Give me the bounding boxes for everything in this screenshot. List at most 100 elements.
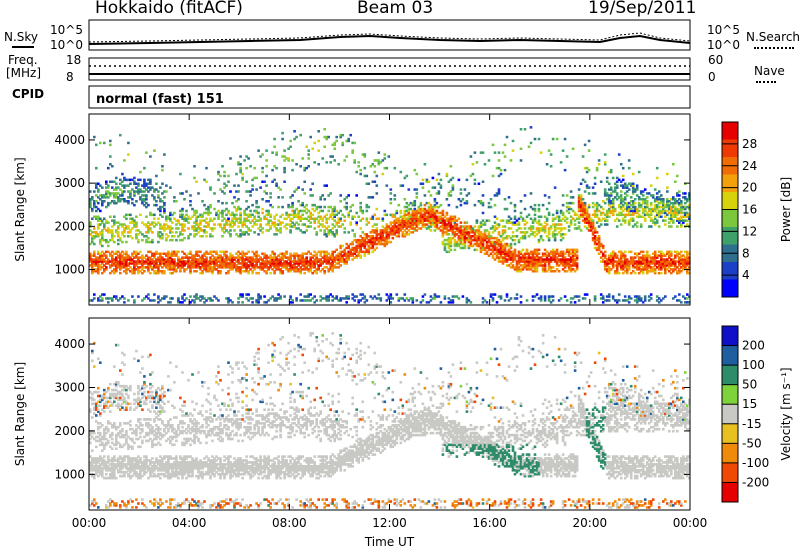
power-cell bbox=[315, 231, 318, 234]
power-cell bbox=[505, 252, 509, 255]
power-cell bbox=[455, 229, 459, 232]
power-cell bbox=[135, 268, 138, 271]
power-cell bbox=[217, 266, 220, 269]
power-cell bbox=[389, 223, 393, 226]
power-cell bbox=[503, 168, 507, 172]
power-cell bbox=[133, 190, 136, 193]
power-cell bbox=[427, 225, 431, 228]
power-cell bbox=[227, 299, 230, 302]
power-cell bbox=[145, 215, 148, 218]
power-cell bbox=[205, 211, 208, 215]
power-cell bbox=[317, 149, 320, 152]
power-cell bbox=[115, 262, 118, 265]
power-cell bbox=[125, 217, 128, 220]
power-cell bbox=[291, 268, 294, 271]
power-cell bbox=[637, 170, 641, 174]
power-cell bbox=[335, 262, 338, 265]
power-cell bbox=[303, 264, 306, 267]
power-cell bbox=[249, 215, 252, 218]
power-cell bbox=[305, 299, 308, 302]
power-cell bbox=[307, 268, 310, 271]
power-cell bbox=[173, 217, 176, 220]
power-cell bbox=[97, 182, 100, 185]
power-cell bbox=[433, 295, 437, 298]
power-cell bbox=[227, 231, 230, 234]
power-cell bbox=[149, 211, 152, 215]
power-cell bbox=[447, 194, 451, 197]
power-cell bbox=[315, 217, 318, 220]
power-cell bbox=[379, 297, 383, 300]
power-cell bbox=[223, 252, 226, 255]
power-cell bbox=[205, 235, 208, 238]
power-cell bbox=[445, 174, 449, 178]
power-cell bbox=[165, 262, 168, 265]
power-cell bbox=[279, 229, 282, 232]
power-cell bbox=[343, 205, 346, 209]
power-cell bbox=[660, 194, 663, 197]
power-cell bbox=[407, 207, 411, 211]
power-cell bbox=[379, 233, 383, 236]
power-cell bbox=[479, 201, 483, 205]
power-cell bbox=[429, 229, 433, 232]
power-cell bbox=[97, 219, 100, 222]
power-cell bbox=[125, 252, 128, 255]
power-cell bbox=[295, 215, 298, 218]
power-cell bbox=[503, 254, 507, 257]
power-cell bbox=[509, 217, 513, 220]
power-cell bbox=[421, 221, 425, 224]
power-cell bbox=[563, 168, 567, 172]
power-cell bbox=[503, 299, 507, 302]
power-cell bbox=[311, 147, 314, 150]
power-cell bbox=[207, 207, 210, 211]
power-cell bbox=[333, 219, 336, 222]
power-cell bbox=[503, 231, 507, 234]
power-cell bbox=[193, 227, 196, 230]
power-cell bbox=[347, 250, 350, 254]
power-cell bbox=[225, 256, 228, 259]
power-cell bbox=[237, 250, 240, 254]
power-cell bbox=[323, 128, 326, 131]
power-cell bbox=[433, 211, 437, 215]
power-cell bbox=[119, 271, 122, 275]
power-cell bbox=[237, 270, 240, 273]
power-cell bbox=[429, 211, 433, 215]
power-cell bbox=[605, 223, 609, 226]
power-cell bbox=[213, 258, 216, 261]
power-cell bbox=[247, 266, 250, 269]
power-cell bbox=[660, 215, 663, 218]
power-cell bbox=[473, 233, 477, 236]
power-cell bbox=[493, 221, 497, 224]
power-cell bbox=[269, 254, 272, 257]
power-cell bbox=[395, 229, 399, 232]
power-cell bbox=[99, 254, 102, 257]
power-cell bbox=[193, 258, 196, 261]
power-cell bbox=[281, 131, 284, 135]
power-cell bbox=[479, 236, 483, 240]
power-cell bbox=[177, 258, 180, 261]
power-cell bbox=[331, 266, 334, 269]
power-cell bbox=[447, 240, 451, 244]
power-cell bbox=[293, 258, 296, 261]
power-cell bbox=[365, 236, 369, 240]
power-cell bbox=[279, 252, 282, 255]
power-cell bbox=[223, 250, 226, 254]
power-cell bbox=[231, 258, 234, 261]
power-cell bbox=[455, 240, 459, 244]
power-cell bbox=[503, 236, 507, 240]
power-cell bbox=[623, 254, 627, 257]
power-cell bbox=[463, 227, 467, 230]
power-cell bbox=[101, 262, 104, 265]
power-cell bbox=[299, 165, 302, 168]
power-cell bbox=[505, 135, 509, 139]
power-cell bbox=[617, 299, 621, 302]
power-cell bbox=[285, 157, 288, 160]
power-cell bbox=[215, 262, 218, 265]
power-cell bbox=[421, 182, 425, 185]
power-cell bbox=[381, 236, 385, 240]
power-cell bbox=[291, 266, 294, 269]
power-cell bbox=[177, 250, 180, 254]
power-cell bbox=[227, 223, 230, 226]
power-cell bbox=[211, 299, 214, 302]
power-cell bbox=[185, 219, 188, 222]
power-cell bbox=[445, 198, 449, 201]
